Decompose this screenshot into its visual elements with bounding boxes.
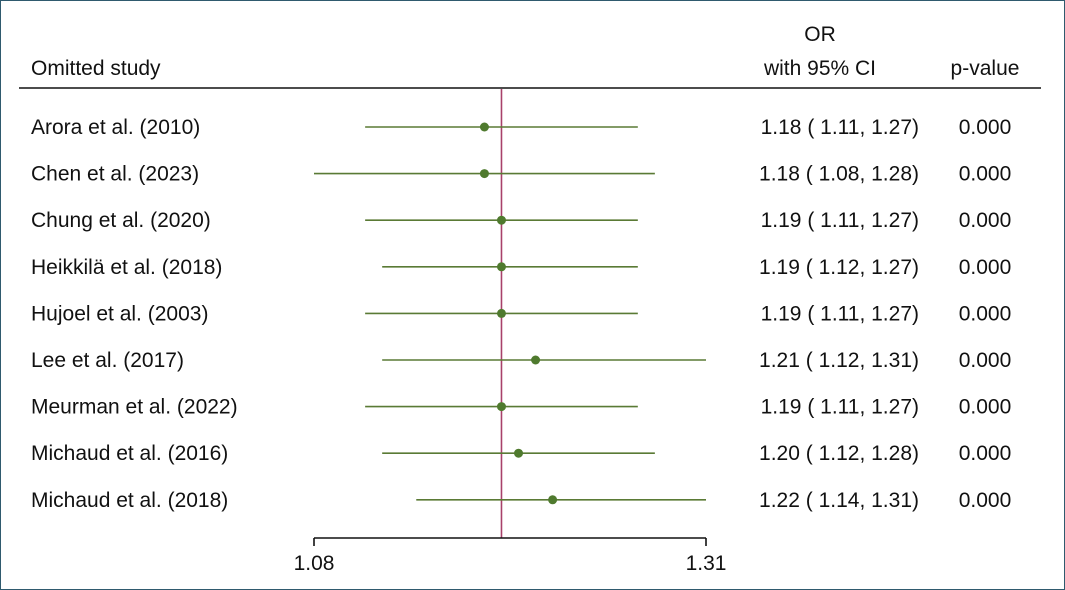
study-row: Arora et al. (2010) 1.18 ( 1.11, 1.27) 0.0… <box>31 116 1011 139</box>
or-ci-text: 1.21 ( 1.12, 1.31) <box>759 349 919 372</box>
study-label: Chen et al. (2023) <box>31 163 199 186</box>
study-label: Meurman et al. (2022) <box>31 396 238 419</box>
p-value-text: 0.000 <box>959 489 1012 512</box>
point-estimate <box>479 122 489 132</box>
study-row: Michaud et al. (2018) 1.22 ( 1.14, 1.31) 0… <box>31 489 1011 512</box>
point-estimate <box>548 495 558 505</box>
p-value-text: 0.000 <box>959 396 1012 419</box>
header-study: Omitted study <box>31 57 161 80</box>
study-row: Hujoel et al. (2003) 1.19 ( 1.11, 1.27) 0.… <box>31 302 1011 325</box>
study-label: Hujoel et al. (2003) <box>31 302 208 325</box>
or-ci-text: 1.19 ( 1.11, 1.27) <box>761 209 919 232</box>
study-row: Heikkilä et al. (2018) 1.19 ( 1.12, 1.27)… <box>31 256 1011 279</box>
header-or: OR <box>804 23 836 46</box>
header-ci: with 95% CI <box>763 57 876 80</box>
or-ci-text: 1.19 ( 1.12, 1.27) <box>759 256 919 279</box>
point-estimate <box>496 215 506 225</box>
point-estimate <box>496 262 506 272</box>
study-row: Lee et al. (2017) 1.21 ( 1.12, 1.31) 0.000 <box>31 349 1011 372</box>
study-row: Michaud et al. (2016) 1.20 ( 1.12, 1.28) 0… <box>31 442 1011 465</box>
study-row: Chung et al. (2020) 1.19 ( 1.11, 1.27) 0.0… <box>31 209 1011 232</box>
study-label: Michaud et al. (2016) <box>31 442 228 465</box>
p-value-text: 0.000 <box>959 349 1012 372</box>
point-estimate <box>531 355 541 365</box>
study-label: Chung et al. (2020) <box>31 209 211 232</box>
or-ci-text: 1.19 ( 1.11, 1.27) <box>761 302 919 325</box>
p-value-text: 0.000 <box>959 256 1012 279</box>
p-value-text: 0.000 <box>959 116 1012 139</box>
or-ci-text: 1.20 ( 1.12, 1.28) <box>759 442 919 465</box>
study-label: Lee et al. (2017) <box>31 349 184 372</box>
study-row: Meurman et al. (2022) 1.19 ( 1.11, 1.27) 0… <box>31 396 1011 419</box>
or-ci-text: 1.22 ( 1.14, 1.31) <box>759 489 919 512</box>
header-pvalue: p-value <box>951 57 1020 80</box>
p-value-text: 0.000 <box>959 163 1012 186</box>
p-value-text: 0.000 <box>959 209 1012 232</box>
p-value-text: 0.000 <box>959 442 1012 465</box>
or-ci-text: 1.19 ( 1.11, 1.27) <box>761 396 919 419</box>
x-axis: 1.08 1.31 <box>294 537 727 575</box>
p-value-text: 0.000 <box>959 302 1012 325</box>
x-tick-label: 1.08 <box>294 552 335 575</box>
or-ci-text: 1.18 ( 1.08, 1.28) <box>759 163 919 186</box>
study-label: Heikkilä et al. (2018) <box>31 256 222 279</box>
study-label: Michaud et al. (2018) <box>31 489 228 512</box>
point-estimate <box>514 448 524 458</box>
study-row: Chen et al. (2023) 1.18 ( 1.08, 1.28) 0.00… <box>31 163 1011 186</box>
x-tick-label: 1.31 <box>686 552 727 575</box>
point-estimate <box>496 402 506 412</box>
study-label: Arora et al. (2010) <box>31 116 200 139</box>
or-ci-text: 1.18 ( 1.11, 1.27) <box>761 116 919 139</box>
point-estimate <box>479 169 489 179</box>
study-rows: Arora et al. (2010) 1.18 ( 1.11, 1.27) 0.0… <box>31 89 1011 538</box>
point-estimate <box>496 308 506 318</box>
